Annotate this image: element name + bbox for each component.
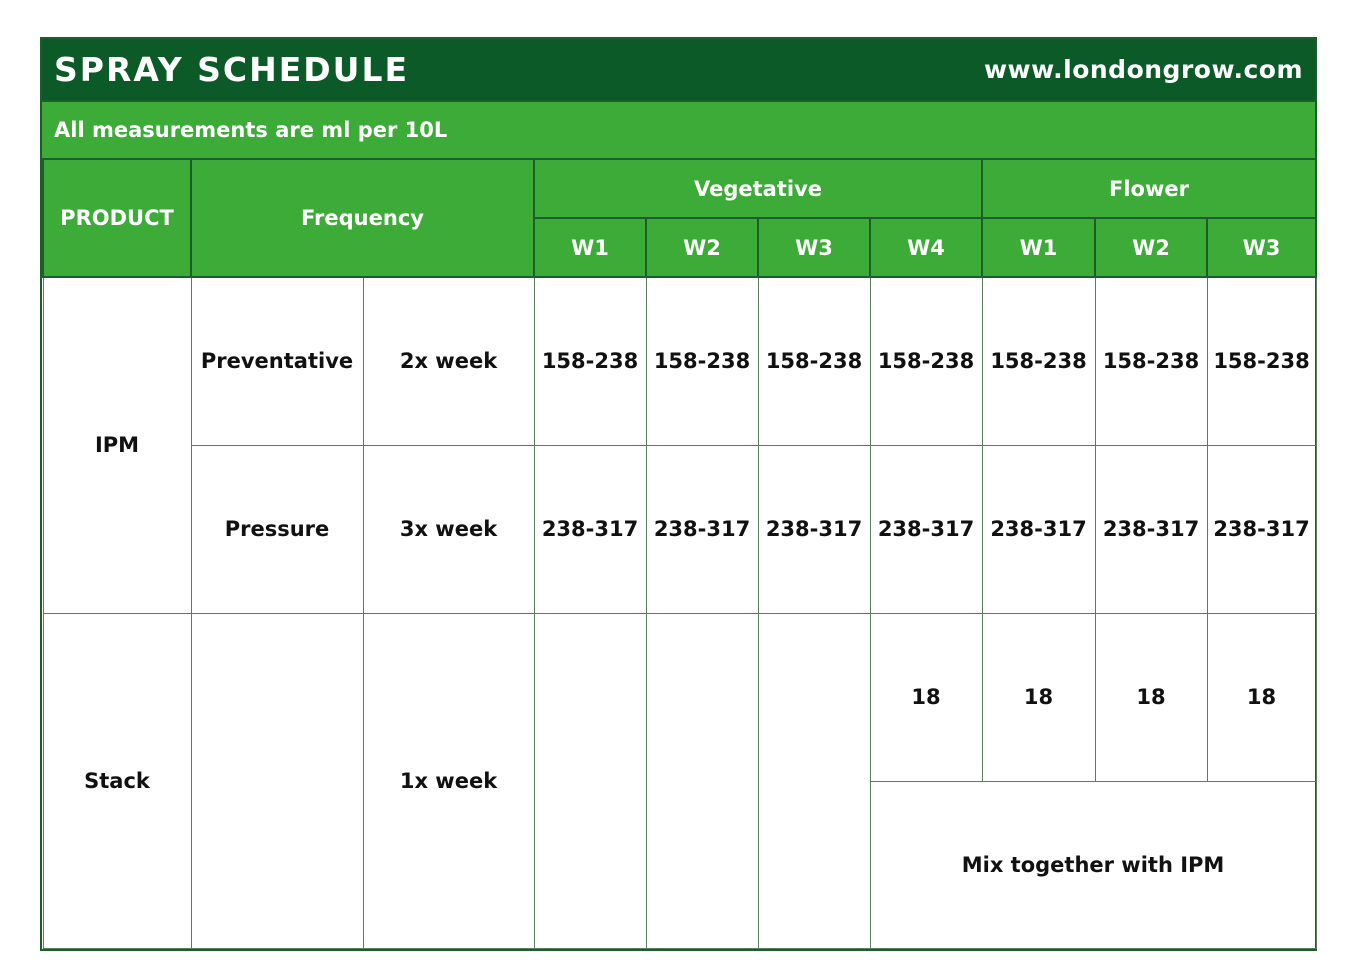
header-week: W3 [757, 217, 872, 278]
dose-cell: 18 [869, 612, 983, 782]
dose-cell: 238-317 [1206, 444, 1317, 614]
table-row: Pressure 3x week 238-317 238-317 238-317… [43, 444, 1317, 614]
product-ipm: IPM [42, 276, 192, 614]
header-week: W1 [533, 217, 648, 278]
header-week: W1 [981, 217, 1097, 278]
title-bar: SPRAY SCHEDULE www.londongrow.com [42, 39, 1315, 100]
frequency-value: 3x week [362, 444, 535, 614]
type-label: Pressure [190, 444, 364, 614]
header-week: W2 [1094, 217, 1209, 278]
header-frequency: Frequency [189, 158, 536, 278]
frequency-value: 2x week [362, 276, 535, 446]
header-product: PRODUCT [42, 158, 192, 278]
table-row: Mix together with IPM [43, 780, 1317, 949]
website-link[interactable]: www.londongrow.com [983, 55, 1303, 84]
dose-cell: 238-317 [1094, 444, 1208, 614]
header-week: W2 [645, 217, 760, 278]
dose-cell: 238-317 [981, 444, 1096, 614]
empty-cell [190, 612, 364, 949]
spray-schedule: SPRAY SCHEDULE www.londongrow.com All me… [40, 37, 1318, 951]
dose-cell: 238-317 [869, 444, 983, 614]
dose-cell: 158-238 [645, 276, 759, 446]
dose-cell: 158-238 [1206, 276, 1317, 446]
dose-cell: 158-238 [533, 276, 647, 446]
frequency-value: 1x week [362, 612, 535, 949]
dose-cell: 238-317 [757, 444, 871, 614]
dose-cell: 238-317 [645, 444, 759, 614]
dose-cell: 18 [1094, 612, 1208, 782]
dose-cell: 158-238 [869, 276, 983, 446]
header-week: W4 [869, 217, 984, 278]
header-vegetative: Vegetative [533, 158, 984, 219]
schedule-table: PRODUCT Frequency Vegetative Flower W1 W… [42, 158, 1318, 949]
header-week: W3 [1206, 217, 1318, 278]
type-label: Preventative [190, 276, 364, 446]
empty-cell [533, 612, 647, 949]
table-row: Stack 1x week 18 18 18 18 [42, 612, 1317, 949]
product-stack: Stack [42, 612, 192, 949]
subtitle: All measurements are ml per 10L [42, 100, 1315, 158]
empty-cell [757, 612, 871, 949]
dose-cell: 18 [1206, 612, 1317, 782]
mix-note: Mix together with IPM [869, 780, 1317, 949]
dose-cell: 18 [981, 612, 1096, 782]
page-title: SPRAY SCHEDULE [54, 50, 410, 89]
dose-cell: 238-317 [533, 444, 647, 614]
table-row: IPM Preventative 2x week 158-238 158-238… [42, 276, 1317, 614]
header-flower: Flower [981, 158, 1318, 219]
empty-cell [645, 612, 759, 949]
dose-cell: 158-238 [757, 276, 871, 446]
dose-cell: 158-238 [981, 276, 1096, 446]
dose-cell: 158-238 [1094, 276, 1208, 446]
